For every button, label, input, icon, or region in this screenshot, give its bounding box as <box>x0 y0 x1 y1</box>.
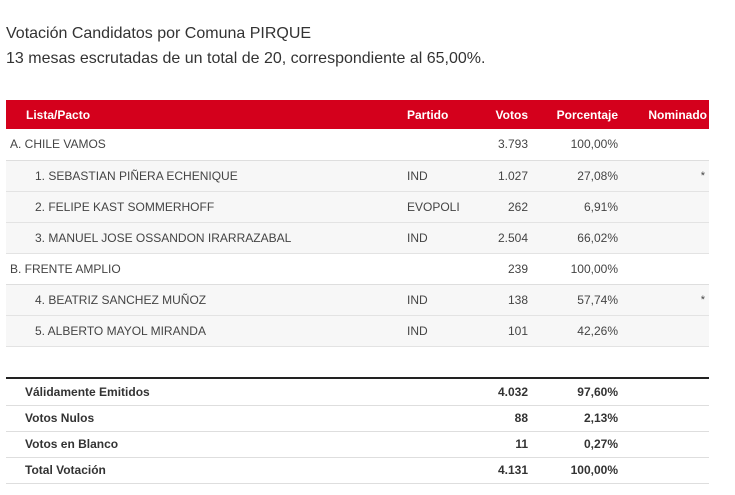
candidate-name: 4. BEATRIZ SANCHEZ MUÑOZ <box>6 284 407 316</box>
totals-percentage: 100,00% <box>528 457 618 484</box>
totals-percentage: 2,13% <box>528 405 618 432</box>
column-header-partido: Partido <box>407 107 449 122</box>
nominated-cell <box>618 222 709 254</box>
totals-percentage: 97,60% <box>528 378 618 406</box>
table-row: 3. MANUEL JOSE OSSANDON IRARRAZABAL IND … <box>6 222 709 254</box>
results-table: Lista/Pacto Partido Votos Porcentaje Nom… <box>6 100 709 347</box>
page-title: Votación Candidatos por Comuna PIRQUE <box>6 25 312 42</box>
party-cell: IND <box>407 160 476 192</box>
table-row: A. CHILE VAMOS 3.793 100,00% <box>6 129 709 161</box>
totals-label: Válidamente Emitidos <box>6 378 407 406</box>
totals-votes: 11 <box>476 431 528 458</box>
candidate-name: 5. ALBERTO MAYOL MIRANDA <box>6 315 407 347</box>
party-cell: EVOPOLI <box>407 191 476 223</box>
totals-row: Votos en Blanco 11 0,27% <box>6 431 709 458</box>
pact-name: B. FRENTE AMPLIO <box>6 253 407 285</box>
party-cell: IND <box>407 284 476 316</box>
table-row: 5. ALBERTO MAYOL MIRANDA IND 101 42,26% <box>6 315 709 347</box>
nominated-cell <box>618 315 709 347</box>
totals-label: Votos Nulos <box>6 405 407 432</box>
column-header-porcentaje: Porcentaje <box>556 107 618 122</box>
candidate-name: 3. MANUEL JOSE OSSANDON IRARRAZABAL <box>6 222 407 254</box>
votes-cell: 239 <box>476 253 528 285</box>
totals-percentage: 0,27% <box>528 431 618 458</box>
percentage-cell: 100,00% <box>528 129 618 161</box>
table-row: 1. SEBASTIAN PIÑERA ECHENIQUE IND 1.027 … <box>6 160 709 192</box>
totals-votes: 4.131 <box>476 457 528 484</box>
percentage-cell: 66,02% <box>528 222 618 254</box>
nominated-cell: * <box>618 160 709 192</box>
totals-label: Total Votación <box>6 457 407 484</box>
candidate-name: 2. FELIPE KAST SOMMERHOFF <box>6 191 407 223</box>
nominated-cell <box>618 253 709 285</box>
table-header-row: Lista/Pacto Partido Votos Porcentaje Nom… <box>6 100 709 129</box>
nominated-cell: * <box>618 284 709 316</box>
column-header-votos: Votos <box>495 107 528 122</box>
nominated-cell <box>618 129 709 161</box>
candidate-name: 1. SEBASTIAN PIÑERA ECHENIQUE <box>6 160 407 192</box>
totals-row: Total Votación 4.131 100,00% <box>6 457 709 484</box>
percentage-cell: 6,91% <box>528 191 618 223</box>
party-cell <box>407 129 476 161</box>
pact-name: A. CHILE VAMOS <box>6 129 407 161</box>
votes-cell: 1.027 <box>476 160 528 192</box>
column-header-lista: Lista/Pacto <box>26 107 91 122</box>
party-cell: IND <box>407 315 476 347</box>
totals-votes: 88 <box>476 405 528 432</box>
totals-row: Votos Nulos 88 2,13% <box>6 405 709 432</box>
table-row: 4. BEATRIZ SANCHEZ MUÑOZ IND 138 57,74% … <box>6 284 709 316</box>
totals-row: Válidamente Emitidos 4.032 97,60% <box>6 378 709 406</box>
party-cell: IND <box>407 222 476 254</box>
nominated-cell <box>618 191 709 223</box>
votes-cell: 262 <box>476 191 528 223</box>
percentage-cell: 57,74% <box>528 284 618 316</box>
percentage-cell: 27,08% <box>528 160 618 192</box>
votes-cell: 2.504 <box>476 222 528 254</box>
percentage-cell: 42,26% <box>528 315 618 347</box>
votes-cell: 101 <box>476 315 528 347</box>
totals-label: Votos en Blanco <box>6 431 407 458</box>
votes-cell: 3.793 <box>476 129 528 161</box>
percentage-cell: 100,00% <box>528 253 618 285</box>
party-cell <box>407 253 476 285</box>
table-row: 2. FELIPE KAST SOMMERHOFF EVOPOLI 262 6,… <box>6 191 709 223</box>
votes-cell: 138 <box>476 284 528 316</box>
totals-votes: 4.032 <box>476 378 528 406</box>
page-subtitle: 13 mesas escrutadas de un total de 20, c… <box>6 50 486 67</box>
table-row: B. FRENTE AMPLIO 239 100,00% <box>6 253 709 285</box>
totals-table: Válidamente Emitidos 4.032 97,60% Votos … <box>6 377 709 484</box>
column-header-nominado: Nominado <box>648 107 707 122</box>
